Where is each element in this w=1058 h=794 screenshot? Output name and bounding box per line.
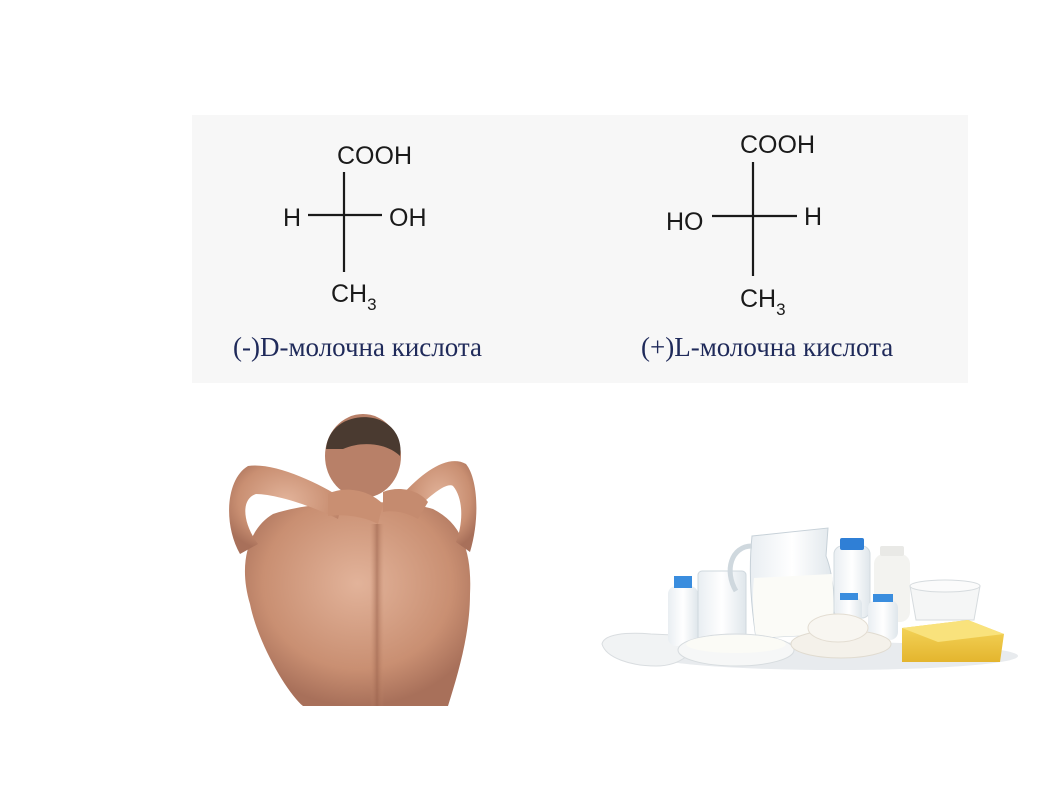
- bottom-group: CH3: [740, 285, 786, 319]
- dairy-products-photo: [596, 516, 1024, 676]
- fischer-projections: COOH H OH CH3 (-)D-молочна кислота COOH …: [233, 131, 893, 362]
- bottom-group: CH3: [331, 280, 377, 314]
- right-group: H: [804, 203, 822, 231]
- d-lactic-acid-formula: COOH H OH CH3 (-)D-молочна кислота: [233, 142, 482, 362]
- left-group: HO: [666, 208, 704, 236]
- left-group: H: [283, 204, 301, 232]
- formula-panel: COOH H OH CH3 (-)D-молочна кислота COOH …: [192, 115, 968, 383]
- formula-caption: (-)D-молочна кислота: [233, 332, 482, 362]
- top-group: COOH: [337, 142, 412, 170]
- right-group: OH: [389, 204, 427, 232]
- formula-caption: (+)L-молочна кислота: [641, 332, 893, 362]
- l-lactic-acid-formula: COOH HO H CH3 (+)L-молочна кислота: [641, 131, 893, 362]
- man-back-pain-photo: [178, 404, 480, 706]
- top-group: COOH: [740, 131, 815, 159]
